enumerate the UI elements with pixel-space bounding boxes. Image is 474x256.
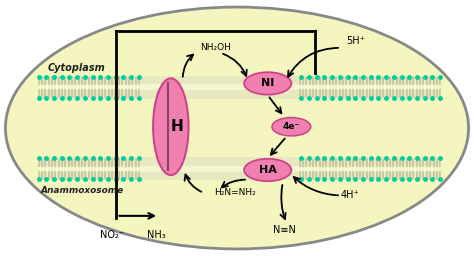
Ellipse shape xyxy=(272,118,311,136)
Text: 5H⁺: 5H⁺ xyxy=(346,36,365,46)
Text: NI: NI xyxy=(261,78,274,88)
Text: Anammoxosome: Anammoxosome xyxy=(41,186,124,195)
Text: NO₂⁻: NO₂⁻ xyxy=(100,230,124,240)
Bar xyxy=(38,157,440,180)
Text: NH₃: NH₃ xyxy=(147,230,166,240)
Bar xyxy=(38,76,440,99)
Text: 4e⁻: 4e⁻ xyxy=(283,122,300,131)
Text: 4H⁺: 4H⁺ xyxy=(341,190,360,200)
Text: N≡N: N≡N xyxy=(273,225,296,235)
Ellipse shape xyxy=(153,78,189,175)
Text: HA: HA xyxy=(259,165,277,175)
Text: H: H xyxy=(170,119,183,134)
Text: H₂N=NH₂: H₂N=NH₂ xyxy=(214,188,255,197)
Bar xyxy=(38,166,440,172)
Ellipse shape xyxy=(244,72,292,95)
Ellipse shape xyxy=(244,159,292,181)
Bar xyxy=(38,84,440,90)
Ellipse shape xyxy=(5,7,469,249)
Text: Cytoplasm: Cytoplasm xyxy=(48,63,106,73)
Text: NH₂OH: NH₂OH xyxy=(201,43,231,52)
